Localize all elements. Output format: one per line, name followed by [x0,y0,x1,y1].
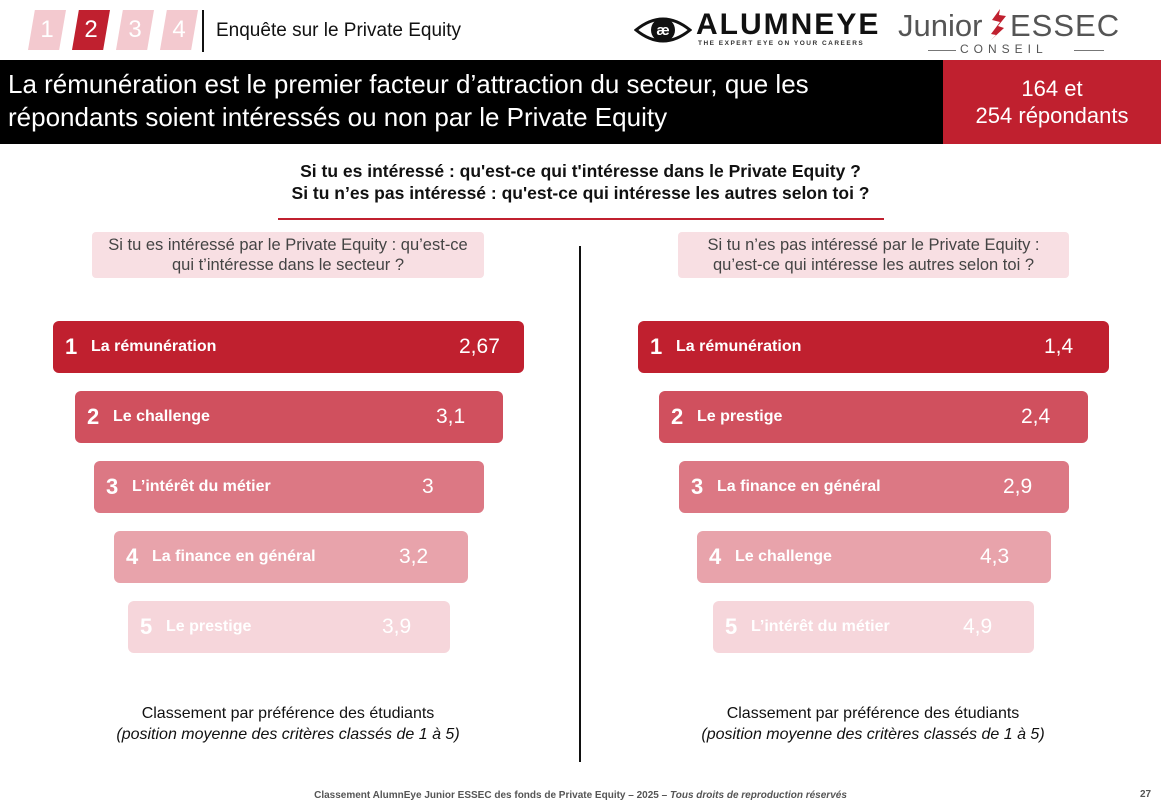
left-subtitle-line-1: Si tu es intéressé par le Private Equity… [108,236,468,254]
left-subtitle: Si tu es intéressé par le Private Equity… [92,232,484,278]
logo-rule-left [928,50,956,51]
respondents-badge: 164 et 254 répondants [943,60,1161,144]
rank-number: 4 [126,544,139,569]
criterion-label: Le challenge [735,548,832,565]
average-position: 2,4 [1021,405,1051,428]
rank-number: 1 [650,334,663,359]
right-subtitle-line-2: qu’est-ce qui intéresse les autres selon… [712,256,1034,274]
rank-number: 3 [691,474,704,499]
right-rank-bar-4: 4 Le challenge 4,3 [697,531,1051,583]
left-rank-bar-2: 2 Le challenge 3,1 [75,391,503,443]
rank-number: 2 [87,404,100,429]
criterion-label: La rémunération [676,338,802,355]
caption-line-1: Classement par préférence des étudiants [726,705,1020,722]
criterion-label: Le prestige [166,618,252,635]
caption-line-1: Classement par préférence des étudiants [141,705,435,722]
criterion-label: Le challenge [113,408,210,425]
right-rank-bar-2: 2 Le prestige 2,4 [659,391,1088,443]
rank-number: 2 [671,404,684,429]
left-rank-bar-5: 5 Le prestige 3,9 [128,601,450,653]
conseil-wordmark: CONSEIL [960,42,1048,56]
question-underline [278,218,884,220]
step-3[interactable]: 3 [116,10,154,50]
left-subtitle-line-2: qui t’intéresse dans le secteur ? [171,256,405,274]
average-position: 1,4 [1044,335,1074,358]
alumneye-logo: æ ALUMNEYE THE EXPERT EYE ON YOUR CAREER… [634,8,878,54]
average-position: 4,3 [980,545,1010,568]
svg-text:æ: æ [656,22,669,39]
average-position: 3 [422,475,434,498]
footer-rights: Tous droits de reproduction réservés [669,790,847,801]
alumneye-tagline: THE EXPERT EYE ON YOUR CAREERS [698,40,865,47]
right-subtitle-line-1: Si tu n’es pas intéressé par le Private … [707,236,1040,254]
headline-text: La rémunération est le premier facteur d… [8,69,809,132]
average-position: 3,2 [399,545,429,568]
left-rank-bar-3: 3 L’intérêt du métier 3 [94,461,484,513]
question-line-1: Si tu es intéressé : qu'est-ce qui t'int… [300,161,861,181]
criterion-label: La finance en général [717,478,881,495]
criterion-label: L’intérêt du métier [132,478,271,495]
average-position: 3,9 [382,615,412,638]
step-2-active[interactable]: 2 [72,10,110,50]
document-title: Enquête sur le Private Equity [202,10,461,52]
respondents-line-2: 254 répondants [975,103,1129,128]
left-rank-bar-1: 1 La rémunération 2,67 [53,321,524,373]
rank-number: 4 [709,544,722,569]
rank-number: 3 [106,474,119,499]
criterion-label: La rémunération [91,338,217,355]
right-subtitle: Si tu n’es pas intéressé par le Private … [678,232,1069,278]
alumneye-wordmark: ALUMNEYE [696,8,881,41]
step-1[interactable]: 1 [28,10,66,50]
footer-note: Classement AlumnEye Junior ESSEC des fon… [0,790,1161,801]
average-position: 2,67 [459,335,500,358]
right-caption: Classement par préférence des étudiants … [643,703,1103,745]
step-4[interactable]: 4 [160,10,198,50]
junior-wordmark: Junior [898,8,983,43]
rank-number: 1 [65,334,78,359]
respondents-line-1: 164 et [1021,76,1083,101]
footer-text: Classement AlumnEye Junior ESSEC des fon… [314,790,668,801]
left-rank-bar-4: 4 La finance en général 3,2 [114,531,468,583]
right-rank-bar-3: 3 La finance en général 2,9 [679,461,1069,513]
criterion-label: La finance en général [152,548,316,565]
average-position: 3,1 [436,405,466,428]
criterion-label: Le prestige [697,408,783,425]
criterion-label: L’intérêt du métier [751,618,890,635]
left-caption: Classement par préférence des étudiants … [58,703,518,745]
rank-number: 5 [725,614,738,639]
junior-essec-logo: Junior ESSEC CONSEIL [898,6,1128,56]
logo-rule-right [1074,50,1104,51]
step-navigation: 1 2 3 4 [28,10,198,50]
right-rank-bar-1: 1 La rémunération 1,4 [638,321,1109,373]
essec-wordmark: ESSEC [1010,8,1121,43]
caption-line-2: (position moyenne des critères classés d… [701,726,1045,743]
page-number: 27 [1140,789,1152,800]
rank-number: 5 [140,614,153,639]
question-line-2: Si tu n’es pas intéressé : qu'est-ce qui… [291,183,870,203]
right-rank-bar-5: 5 L’intérêt du métier 4,9 [713,601,1034,653]
eye-icon: æ [634,17,692,43]
panel-divider [579,246,581,762]
flame-icon [990,9,1006,41]
average-position: 4,9 [963,615,993,638]
caption-line-2: (position moyenne des critères classés d… [116,726,460,743]
average-position: 2,9 [1003,475,1033,498]
survey-question: Si tu es intéressé : qu'est-ce qui t'int… [0,160,1161,204]
headline-banner: La rémunération est le premier facteur d… [0,60,943,144]
